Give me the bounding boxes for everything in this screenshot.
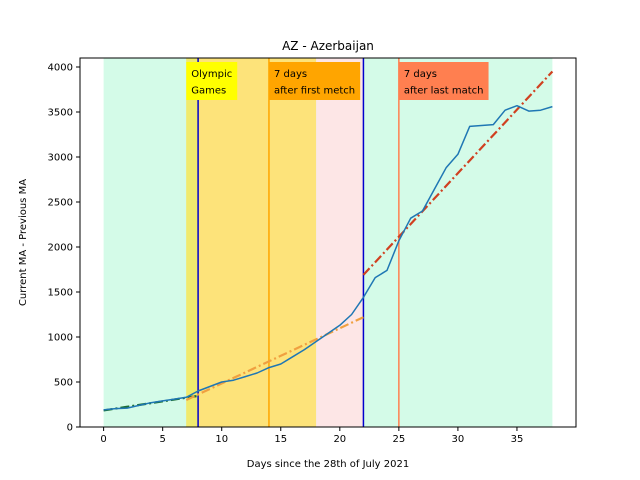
y-tick-label: 500 (54, 378, 73, 389)
plot-frame (79, 57, 577, 428)
annotation-2: 7 days after last match (398, 62, 489, 100)
data-line (103, 104, 553, 411)
annotation-box (268, 62, 361, 100)
x-tick-label: 0 (100, 434, 106, 445)
shaded-region-1 (186, 58, 317, 427)
annotation-box (186, 62, 238, 100)
annotation-0: Olympic Games (186, 62, 238, 100)
x-tick-label: 25 (392, 434, 405, 445)
x-axis-ticks: 0 5 10 15 20 25 30 35 (100, 427, 523, 445)
y-tick-label: 1000 (48, 333, 73, 344)
annotation-text: 7 days (404, 69, 437, 80)
x-axis-label: Days since the 28th of July 2021 (247, 459, 409, 470)
annotation-text: after last match (404, 86, 484, 97)
x-tick-label: 20 (333, 434, 346, 445)
x-tick-label: 10 (215, 434, 228, 445)
y-tick-label: 2500 (48, 198, 73, 209)
annotation-text: Games (191, 86, 226, 97)
y-tick-label: 3500 (48, 108, 73, 119)
x-tick-label: 30 (452, 434, 465, 445)
x-tick-label: 35 (511, 434, 524, 445)
annotation-1: 7 days after first metch (268, 62, 361, 100)
annotation-text: after first metch (274, 86, 355, 97)
data-series (103, 104, 553, 411)
y-axis-label: Current MA - Previous MA (18, 179, 29, 306)
chart-title: AZ - Azerbaijan (282, 39, 374, 53)
y-tick-label: 2000 (48, 243, 73, 254)
trend-line-2 (185, 316, 364, 401)
shaded-region-2 (186, 58, 199, 427)
annotation-text: 7 days (274, 69, 307, 80)
y-tick-label: 0 (67, 423, 73, 434)
y-tick-label: 4000 (48, 63, 73, 74)
annotation-text: Olympic (191, 69, 232, 80)
y-axis-ticks: 0 500 1000 1500 2000 2500 3000 3500 4000 (48, 63, 80, 434)
y-tick-label: 3000 (48, 153, 73, 164)
shaded-region-3 (316, 58, 364, 427)
x-tick-label: 15 (274, 434, 287, 445)
annotation-box (398, 62, 489, 100)
x-tick-label: 5 (159, 434, 165, 445)
shaded-regions (103, 58, 553, 427)
trend-line-3 (362, 70, 554, 276)
y-tick-label: 1500 (48, 288, 73, 299)
